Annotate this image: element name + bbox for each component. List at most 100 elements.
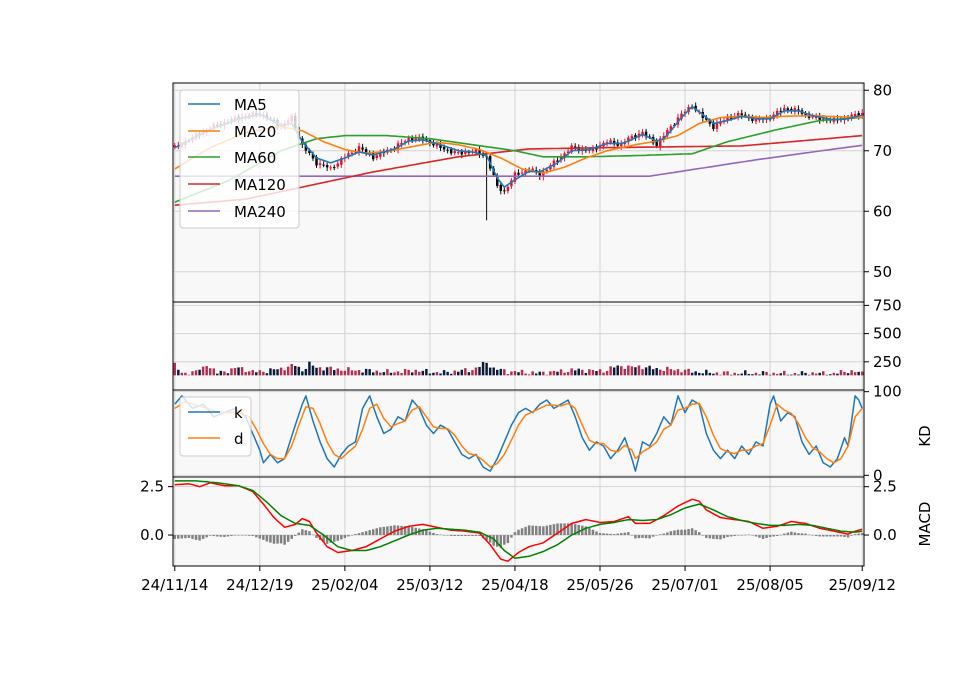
macd-hist-bar — [595, 531, 598, 536]
candle-body — [630, 136, 634, 139]
candle-body — [442, 146, 446, 150]
macd-hist-bar — [822, 535, 825, 537]
volume-bar — [853, 372, 857, 376]
volume-bar — [357, 370, 361, 376]
volume-bar — [850, 370, 853, 376]
macd-hist-bar — [442, 535, 446, 536]
volume-bar — [297, 366, 301, 376]
volume-bar — [612, 367, 616, 376]
macd-hist-bar — [386, 526, 389, 536]
volume-bar — [634, 367, 637, 376]
candle-body — [400, 142, 403, 145]
macd-hist-bar — [180, 535, 184, 539]
volume-bar — [428, 373, 432, 376]
volume-bar — [804, 372, 807, 376]
candle-body — [605, 142, 609, 144]
volume-bar — [205, 366, 208, 376]
macd-hist-bar — [410, 527, 414, 536]
macd-hist-bar — [634, 535, 637, 539]
macd-hist-bar — [843, 535, 846, 537]
macd-hist-bar — [382, 526, 386, 536]
macd-hist-bar — [492, 535, 495, 546]
macd-hist-bar — [630, 535, 634, 536]
x-tick-label: 25/07/01 — [651, 576, 718, 594]
macd-hist-bar — [673, 530, 676, 536]
volume-bar — [581, 369, 584, 376]
macd-hist-bar — [811, 535, 814, 536]
volume-bar — [790, 374, 793, 376]
volume-bar — [375, 370, 378, 376]
volume-bar — [251, 370, 254, 376]
macd-hist-bar — [364, 531, 368, 536]
volume-bar — [765, 371, 768, 376]
volume-bar — [570, 368, 573, 376]
volume-bar — [531, 371, 534, 376]
y-tick-label: 500 — [873, 325, 902, 343]
candle-body — [754, 118, 758, 122]
macd-hist-bar — [733, 535, 736, 537]
macd-hist-bar — [775, 535, 779, 537]
volume-bar — [524, 373, 527, 376]
volume-bar — [793, 372, 797, 376]
volume-bar — [371, 372, 375, 376]
macd-hist-bar — [740, 535, 743, 536]
macd-hist-bar — [223, 535, 226, 537]
macd-hist-bar — [237, 535, 240, 536]
macd-hist-bar — [439, 534, 442, 536]
candle-body — [457, 152, 460, 154]
volume-bar — [453, 370, 456, 376]
macd-hist-bar — [751, 535, 754, 536]
macd-hist-bar — [680, 529, 683, 536]
macd-hist-bar — [659, 534, 662, 536]
volume-bar — [499, 368, 503, 376]
volume-bar — [294, 366, 297, 376]
macd-hist-bar — [510, 535, 513, 538]
volume-bar — [783, 370, 786, 376]
candle-body — [726, 116, 729, 121]
volume-bar — [588, 369, 591, 376]
x-tick-label: 25/09/12 — [829, 576, 896, 594]
volume-bar — [336, 368, 340, 376]
macd-hist-bar — [807, 534, 811, 536]
candle-body — [857, 113, 860, 117]
volume-bar — [240, 367, 244, 376]
macd-hist-bar — [453, 535, 456, 537]
axis-ticks: 24/11/14 24/12/19 25/02/04 25/03/12 25/04/18… — [140, 81, 902, 594]
volume-bar — [432, 372, 435, 376]
macd-hist-bar — [697, 532, 701, 536]
volume-bar — [425, 368, 428, 376]
volume-bar — [740, 373, 743, 376]
candle-body — [371, 152, 375, 160]
macd-plot — [173, 480, 864, 562]
candle-body — [694, 105, 697, 111]
macd-hist-bar — [708, 535, 712, 539]
candle-body — [329, 167, 332, 169]
macd-hist-bar — [705, 535, 708, 538]
volume-bar — [641, 369, 644, 376]
volume-bar — [269, 368, 272, 376]
y-tick-label: 2.5 — [873, 478, 897, 496]
y-tick-label: 0 — [873, 466, 883, 484]
candle-body — [566, 151, 570, 154]
volume-bar — [563, 372, 566, 376]
x-tick-label: 25/04/18 — [481, 576, 548, 594]
macd-hist-bar — [371, 529, 375, 536]
candle-body — [517, 172, 520, 175]
candle-body — [513, 172, 517, 182]
macd-hist-bar — [474, 535, 478, 537]
volume-bar — [279, 367, 283, 376]
volume-bar — [311, 365, 315, 376]
volume-bar — [410, 372, 414, 376]
d-line — [174, 400, 863, 468]
volume-bar — [283, 370, 286, 376]
macd-hist-bar — [279, 535, 283, 544]
macd-hist-bar — [457, 535, 460, 537]
macd-hist-bar — [637, 535, 641, 539]
volume-bar — [797, 374, 800, 376]
volume-bar — [418, 371, 421, 376]
volume-bar — [630, 366, 634, 376]
volume-bar — [354, 370, 357, 376]
candle-body — [758, 119, 761, 121]
candle-body — [407, 138, 410, 142]
